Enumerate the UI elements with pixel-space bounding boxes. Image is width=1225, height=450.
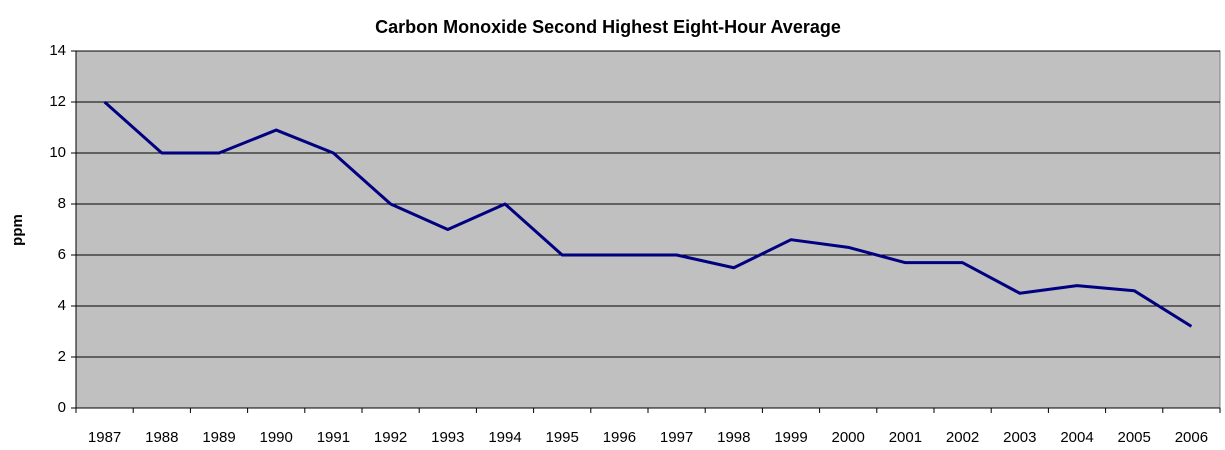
x-tick-label: 2002 [946,429,979,446]
x-tick-label: 1991 [317,429,350,446]
x-tick-label: 1994 [488,429,521,446]
x-tick-label: 1990 [260,429,293,446]
x-tick-label: 2001 [889,429,922,446]
x-tick-label: 2006 [1175,429,1208,446]
y-tick-label: 0 [58,399,66,416]
x-tick-label: 1989 [202,429,235,446]
x-tick-label: 1998 [717,429,750,446]
x-tick-label: 2000 [832,429,865,446]
x-tick-label: 2004 [1060,429,1093,446]
y-tick-label: 6 [58,246,66,263]
x-tick-label: 1999 [774,429,807,446]
y-tick-label: 8 [58,195,66,212]
x-tick-label: 1995 [546,429,579,446]
y-tick-label: 4 [58,297,66,314]
data-line [103,100,1193,328]
x-tick-label: 2003 [1003,429,1036,446]
chart-title: Carbon Monoxide Second Highest Eight-Hou… [375,17,841,37]
x-tick-label: 1993 [431,429,464,446]
y-tick-label: 12 [49,93,66,110]
y-tick-label: 2 [58,348,66,365]
plot-area [75,50,1221,409]
y-tick-label: 14 [49,42,66,59]
x-tick-label: 1992 [374,429,407,446]
x-tick-label: 1988 [145,429,178,446]
x-tick-label: 1997 [660,429,693,446]
x-tick-label: 1987 [88,429,121,446]
y-axis-label: ppm [9,214,26,246]
y-tick-label: 10 [49,144,66,161]
x-tick-label: 2005 [1118,429,1151,446]
x-tick-label: 1996 [603,429,636,446]
